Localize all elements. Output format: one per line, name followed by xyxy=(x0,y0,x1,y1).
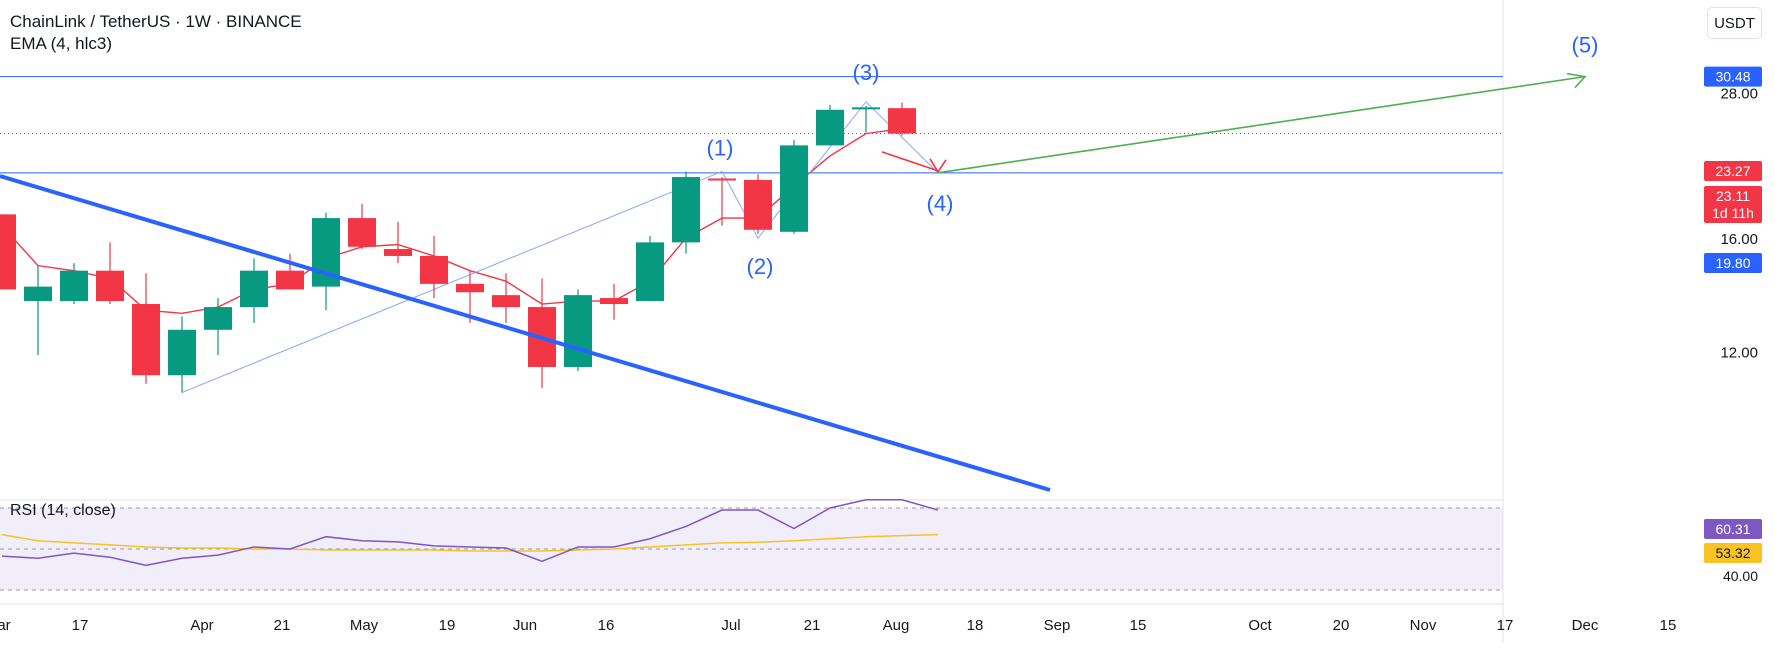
candle-body-12 xyxy=(420,255,448,284)
candle-body-10 xyxy=(348,218,376,247)
x-tick-label-2: Apr xyxy=(190,617,213,634)
candle-body-22 xyxy=(780,145,808,232)
rsi-indicator-label[interactable]: RSI (14, close) xyxy=(10,502,116,519)
x-tick-label-14: Oct xyxy=(1248,617,1272,634)
projection-arrow-down xyxy=(881,151,939,172)
candle-body-8 xyxy=(276,270,304,290)
candle-body-20 xyxy=(708,178,736,181)
candle-body-18 xyxy=(636,242,664,302)
rsi-level-label: 40.00 xyxy=(1723,568,1758,584)
price-label-text-1: 23.27 xyxy=(1715,163,1750,179)
candle-body-23 xyxy=(816,109,844,146)
rsi-ma-value-tag xyxy=(1704,543,1762,563)
candle-body-21 xyxy=(744,179,772,230)
rsi-value-tag xyxy=(1704,519,1762,539)
wave-label-2: (2) xyxy=(747,254,774,279)
rsi-line xyxy=(1,499,939,567)
candle-body-5 xyxy=(168,329,196,376)
x-tick-label-16: Nov xyxy=(1410,617,1437,634)
symbol-title[interactable]: ChainLink / TetherUS · 1W · BINANCE xyxy=(10,12,302,31)
wave-label-3: (3) xyxy=(853,60,880,85)
x-tick-label-3: 21 xyxy=(274,617,291,634)
candle-body-11 xyxy=(384,249,412,256)
candle-body-24 xyxy=(852,107,880,110)
rsi-value-text: 60.31 xyxy=(1715,521,1750,537)
x-tick-label-5: 19 xyxy=(439,617,456,634)
x-tick-label-9: 21 xyxy=(804,617,821,634)
candle-body-19 xyxy=(672,177,700,243)
candle-body-17 xyxy=(600,298,628,305)
price-label-tag-0 xyxy=(1704,66,1762,87)
arrow-head-up xyxy=(1566,72,1587,89)
candle-body-14 xyxy=(492,295,520,308)
candle-body-2 xyxy=(60,270,88,302)
y-tick-label-2: 12.00 xyxy=(1720,344,1758,361)
rsi-ma-line xyxy=(1,533,939,552)
wave-label-4: (4) xyxy=(927,191,954,216)
price-label-tag-2 xyxy=(1704,186,1762,206)
projection-arrow-up xyxy=(937,75,1586,174)
candle-body-7 xyxy=(240,270,268,308)
x-tick-label-19: 15 xyxy=(1660,617,1677,634)
candle-body-4 xyxy=(132,304,160,376)
trend-line xyxy=(0,174,1051,492)
candle-body-13 xyxy=(456,283,484,293)
candle-body-25 xyxy=(888,108,916,134)
x-tick-label-13: 15 xyxy=(1130,617,1147,634)
x-tick-label-6: Jun xyxy=(513,617,537,634)
y-tick-label-0: 28.00 xyxy=(1720,85,1758,102)
price-label-tag-3 xyxy=(1704,203,1762,223)
x-tick-label-11: 18 xyxy=(967,617,984,634)
price-label-tag-1 xyxy=(1704,161,1762,181)
x-tick-label-7: 16 xyxy=(598,617,615,634)
price-label-text-2: 23.11 xyxy=(1716,188,1750,204)
candle-body-3 xyxy=(96,270,124,302)
currency-button[interactable]: USDT xyxy=(1707,7,1762,39)
x-tick-label-1: 17 xyxy=(72,617,89,634)
candle-body-6 xyxy=(204,307,232,330)
x-tick-label-10: Aug xyxy=(883,617,910,634)
price-label-text-3: 1d 11h xyxy=(1712,205,1754,221)
elliott-wave-path xyxy=(181,101,939,394)
x-tick-label-15: 20 xyxy=(1333,617,1350,634)
rsi-ma-value-text: 53.32 xyxy=(1715,545,1750,561)
price-label-text-4: 19.80 xyxy=(1715,255,1750,271)
wave-label-5: (5) xyxy=(1572,33,1599,58)
x-tick-label-17: 17 xyxy=(1497,617,1514,634)
x-tick-label-18: Dec xyxy=(1572,617,1599,634)
x-tick-label-4: May xyxy=(350,617,379,634)
candle-body-16 xyxy=(564,295,592,367)
wave-label-1: (1) xyxy=(707,135,734,160)
candle-body-1 xyxy=(24,286,52,302)
x-tick-label-0: ar xyxy=(0,617,11,634)
arrow-head-down xyxy=(929,158,947,174)
candle-body-0 xyxy=(0,214,16,290)
ema-indicator-label[interactable]: EMA (4, hlc3) xyxy=(10,34,113,53)
price-label-tag-4 xyxy=(1704,253,1762,273)
price-label-text-0: 30.48 xyxy=(1715,69,1750,85)
x-tick-label-8: Jul xyxy=(721,617,740,634)
x-tick-label-12: Sep xyxy=(1044,617,1071,634)
y-tick-label-1: 16.00 xyxy=(1720,231,1758,248)
